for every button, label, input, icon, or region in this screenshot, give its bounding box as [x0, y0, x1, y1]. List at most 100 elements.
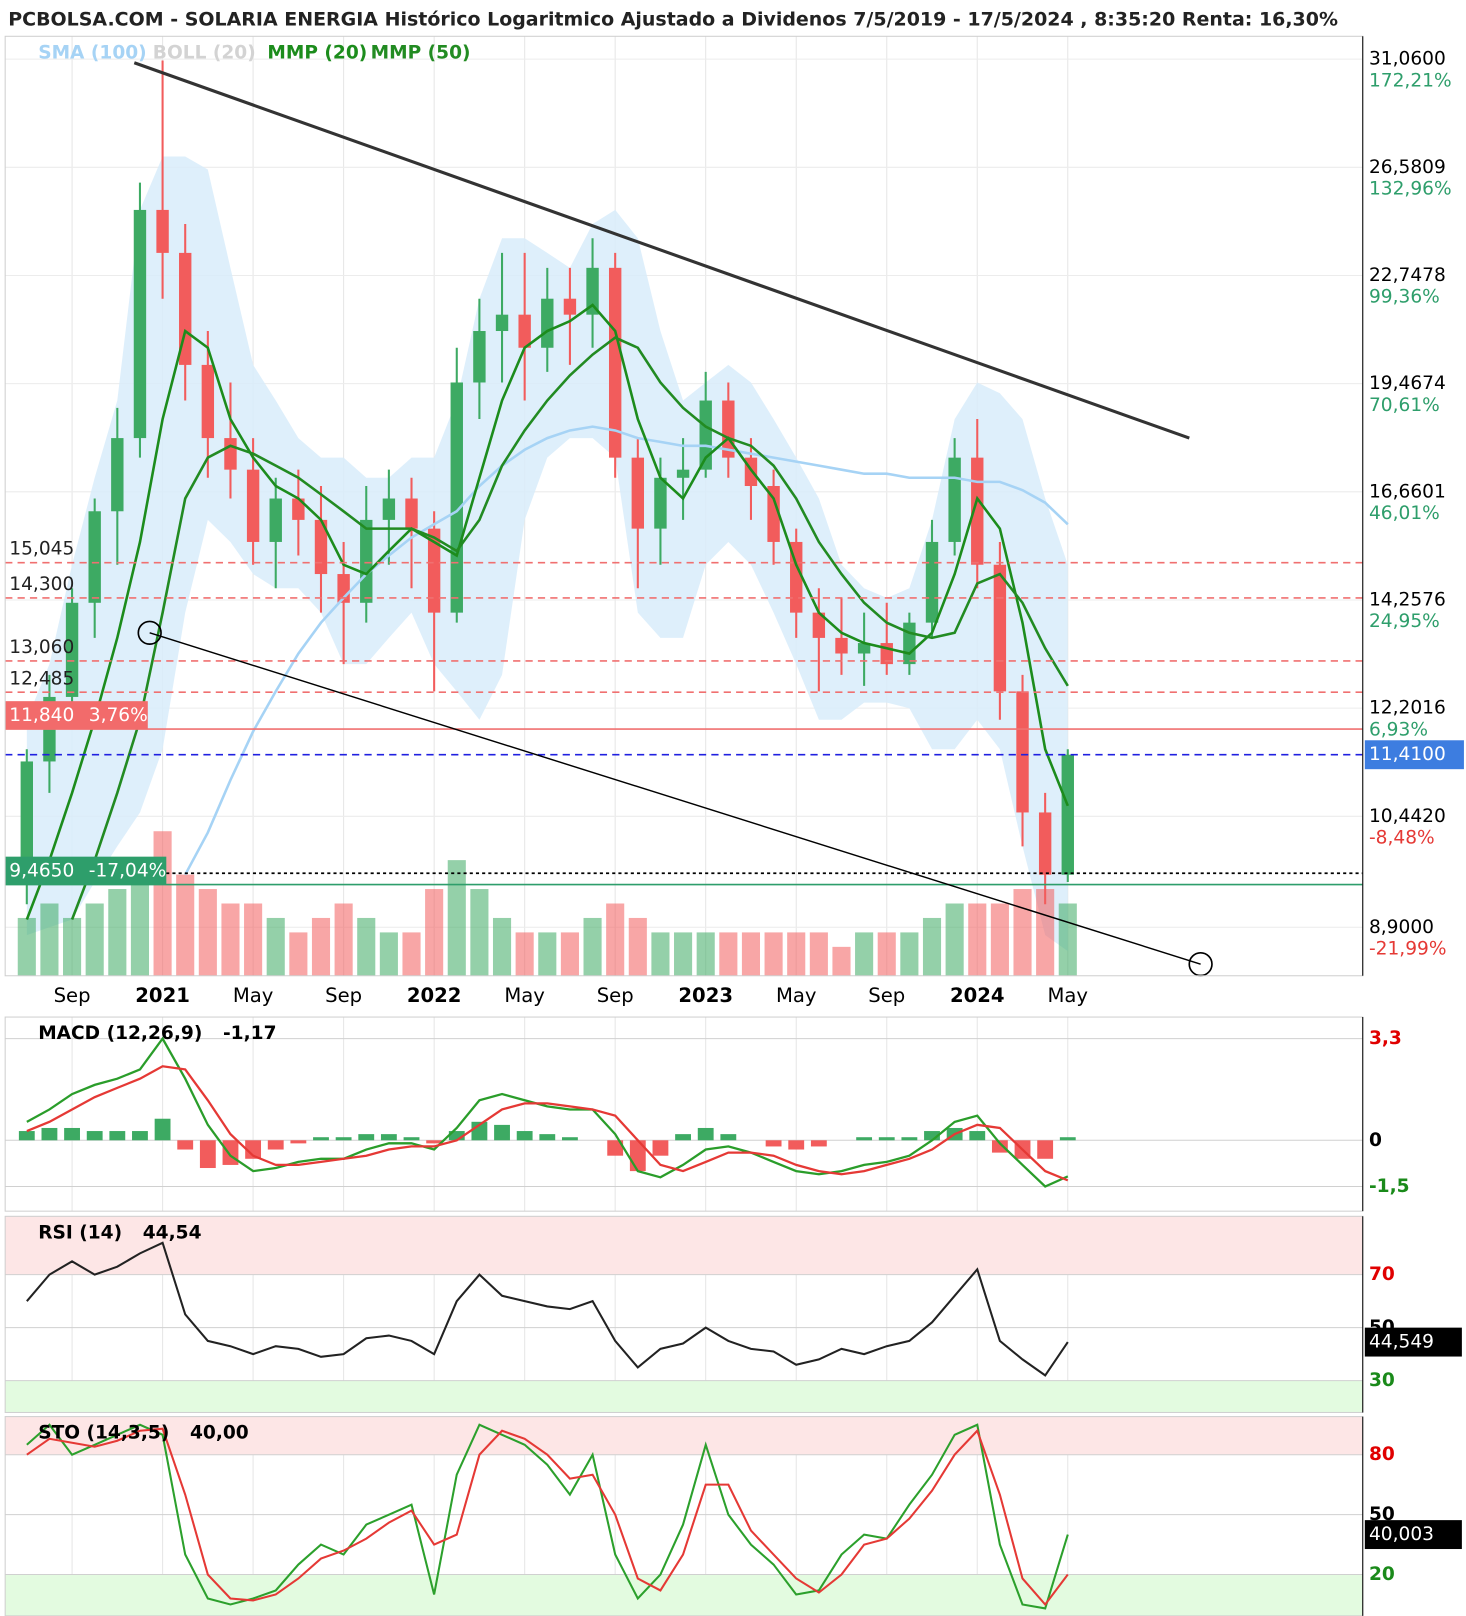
- volume-bar: [17, 917, 36, 976]
- volume-bar: [198, 889, 217, 976]
- volume-bar: [787, 932, 806, 976]
- level-label: 13,060: [9, 637, 74, 658]
- y-tick-label: 31,0600: [1369, 49, 1446, 70]
- y-tick-label: 3,3: [1369, 1028, 1402, 1049]
- candle-body: [586, 267, 599, 315]
- y-tick-change: 6,93%: [1369, 719, 1428, 740]
- histogram-bar: [765, 1140, 782, 1147]
- legend-entry: BOLL (20): [153, 42, 256, 63]
- histogram-bar: [675, 1134, 691, 1141]
- y-tick-label: 26,5809: [1369, 157, 1446, 178]
- candle-body: [971, 457, 984, 565]
- candle-body: [201, 364, 215, 439]
- x-tick-label: 2023: [678, 984, 733, 1007]
- volume-bar: [515, 932, 534, 976]
- histogram-bar: [109, 1131, 126, 1141]
- y-tick-label: 80: [1369, 1444, 1395, 1465]
- histogram-bar: [86, 1131, 103, 1141]
- x-tick-label: May: [504, 984, 545, 1007]
- y-tick-label: 14,2576: [1369, 589, 1446, 610]
- x-tick-label: 2021: [135, 984, 190, 1007]
- y-tick-label: 16,6601: [1369, 481, 1446, 502]
- volume-bar: [877, 932, 896, 976]
- volume-bar: [311, 917, 331, 976]
- candle-body: [473, 331, 486, 383]
- candle-body: [654, 477, 667, 529]
- volume-bar: [968, 903, 987, 976]
- indicator-line: [26, 1427, 1069, 1607]
- indicator-line: [26, 1423, 1069, 1610]
- x-tick-label: May: [1048, 984, 1089, 1007]
- candle-body: [676, 469, 690, 478]
- volume-bar: [832, 946, 851, 976]
- y-tick-label: 70: [1369, 1264, 1395, 1285]
- y-tick-change: 99,36%: [1369, 287, 1440, 308]
- panel-title: MACD (12,26,9): [38, 1023, 202, 1044]
- histogram-bar: [267, 1140, 284, 1150]
- histogram-bar: [1059, 1137, 1076, 1141]
- candle-body: [427, 528, 441, 613]
- histogram-bar: [1037, 1140, 1054, 1159]
- candle-body: [292, 498, 305, 520]
- candle-body: [518, 314, 531, 348]
- volume-bar: [425, 889, 444, 976]
- candle-body: [156, 209, 169, 253]
- volume-bar: [606, 903, 625, 976]
- level-label: 9,4650: [9, 861, 74, 882]
- histogram-bar: [245, 1140, 262, 1159]
- level-label: 15,045: [9, 539, 74, 560]
- candle-body: [541, 298, 554, 348]
- level-change: 3,76%: [89, 705, 148, 726]
- histogram-bar: [64, 1127, 80, 1141]
- level-change: -17,04%: [89, 861, 167, 882]
- candle-body: [767, 486, 780, 542]
- series-line: [25, 303, 1070, 920]
- zone: [5, 1574, 1363, 1616]
- volume-bar: [809, 932, 828, 976]
- candle-body: [65, 602, 79, 697]
- level-label: 12,485: [9, 668, 74, 689]
- histogram-bar: [494, 1124, 510, 1141]
- histogram-bar: [18, 1131, 35, 1141]
- zone: [5, 1216, 1363, 1275]
- y-tick-label: 0: [1369, 1130, 1382, 1151]
- histogram-bar: [335, 1137, 352, 1141]
- y-tick-label: 20: [1369, 1564, 1395, 1585]
- candle-body: [857, 643, 871, 654]
- y-tick-label: 8,9000: [1369, 917, 1434, 938]
- candle-body: [314, 519, 328, 575]
- histogram-bar: [290, 1140, 307, 1144]
- volume-bar: [900, 932, 919, 976]
- histogram-bar: [313, 1137, 329, 1141]
- indicator-line: [26, 1241, 1069, 1377]
- candle-body: [1061, 754, 1074, 875]
- y-tick-change: 172,21%: [1369, 70, 1452, 91]
- histogram-bar: [177, 1140, 194, 1150]
- volume-bar: [379, 932, 398, 976]
- y-tick-change: 24,95%: [1369, 611, 1440, 632]
- candle-body: [1038, 812, 1052, 875]
- volume-bar: [651, 932, 670, 976]
- y-tick-label: 22,7478: [1369, 265, 1446, 286]
- volume-bar: [741, 932, 761, 976]
- candle-body: [405, 498, 418, 529]
- series-line: [70, 336, 1069, 920]
- histogram-bar: [154, 1118, 171, 1141]
- legend-entry: SMA (100): [38, 42, 146, 63]
- volume-bar: [334, 903, 353, 976]
- candle-body: [925, 541, 939, 623]
- legend-entry: MMP (50): [371, 42, 471, 63]
- volume-bar: [402, 932, 421, 976]
- panel-title: RSI (14): [38, 1222, 122, 1243]
- candle-body: [835, 637, 848, 654]
- candle-body: [1016, 691, 1029, 813]
- x-tick-label: 2022: [407, 984, 462, 1007]
- panel-value: 44,54: [143, 1222, 202, 1243]
- candle-body: [948, 457, 961, 542]
- candle-body: [993, 564, 1007, 692]
- y-tick-change: 132,96%: [1369, 179, 1452, 200]
- x-tick-label: Sep: [868, 984, 905, 1007]
- candle-body: [111, 438, 124, 512]
- candle-body: [20, 761, 33, 875]
